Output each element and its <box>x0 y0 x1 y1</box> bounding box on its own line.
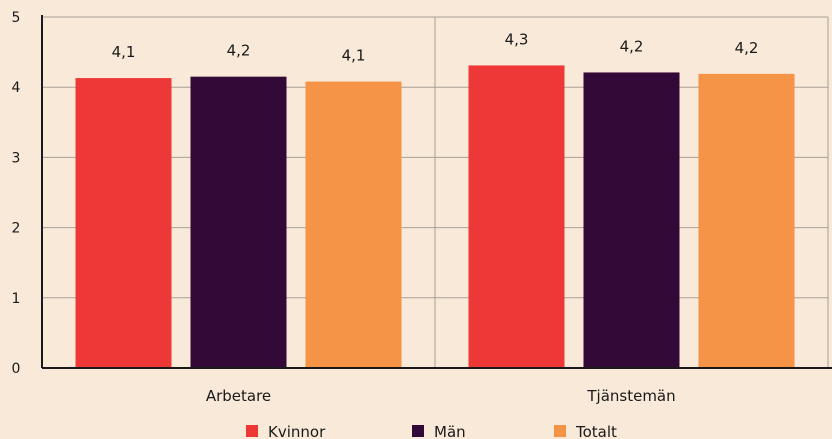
bar-män-arbetare <box>190 76 287 369</box>
data-label: 4,2 <box>227 42 251 60</box>
x-tick-label: Arbetare <box>206 387 271 405</box>
bar-kvinnor-tjänstemän <box>468 65 565 369</box>
y-tick-label: 3 <box>12 150 21 166</box>
grid-lines <box>42 16 829 368</box>
data-label: 4,2 <box>735 39 759 57</box>
y-tick-label: 1 <box>12 291 21 307</box>
legend-label: Män <box>434 423 466 439</box>
data-label: 4,2 <box>620 37 644 55</box>
x-tick-label: Tjänstemän <box>586 387 675 405</box>
bar-män-tjänstemän <box>583 72 680 368</box>
data-label: 4,1 <box>112 43 136 61</box>
legend-swatch <box>554 425 566 437</box>
legend-label: Kvinnor <box>268 423 326 439</box>
data-label: 4,3 <box>505 30 529 48</box>
x-axis: Arbetare Tjänstemän <box>42 367 832 405</box>
legend: Kvinnor Män Totalt <box>246 423 617 439</box>
data-label: 4,1 <box>342 47 366 65</box>
y-tick-label: 0 <box>12 361 21 377</box>
bar-kvinnor-arbetare <box>75 78 172 368</box>
y-tick-label: 5 <box>12 10 21 26</box>
y-tick-label: 2 <box>12 221 21 237</box>
y-tick-label: 4 <box>12 80 21 96</box>
legend-label: Totalt <box>575 423 617 439</box>
y-axis: 0 1 2 3 4 5 <box>12 10 43 377</box>
bar-series <box>75 65 795 369</box>
data-labels: 4,1 4,2 4,1 4,3 4,2 4,2 <box>112 30 759 64</box>
bar-totalt-arbetare <box>305 81 402 369</box>
legend-swatch <box>246 425 258 437</box>
legend-swatch <box>412 425 424 437</box>
bar-totalt-tjänstemän <box>698 73 795 368</box>
